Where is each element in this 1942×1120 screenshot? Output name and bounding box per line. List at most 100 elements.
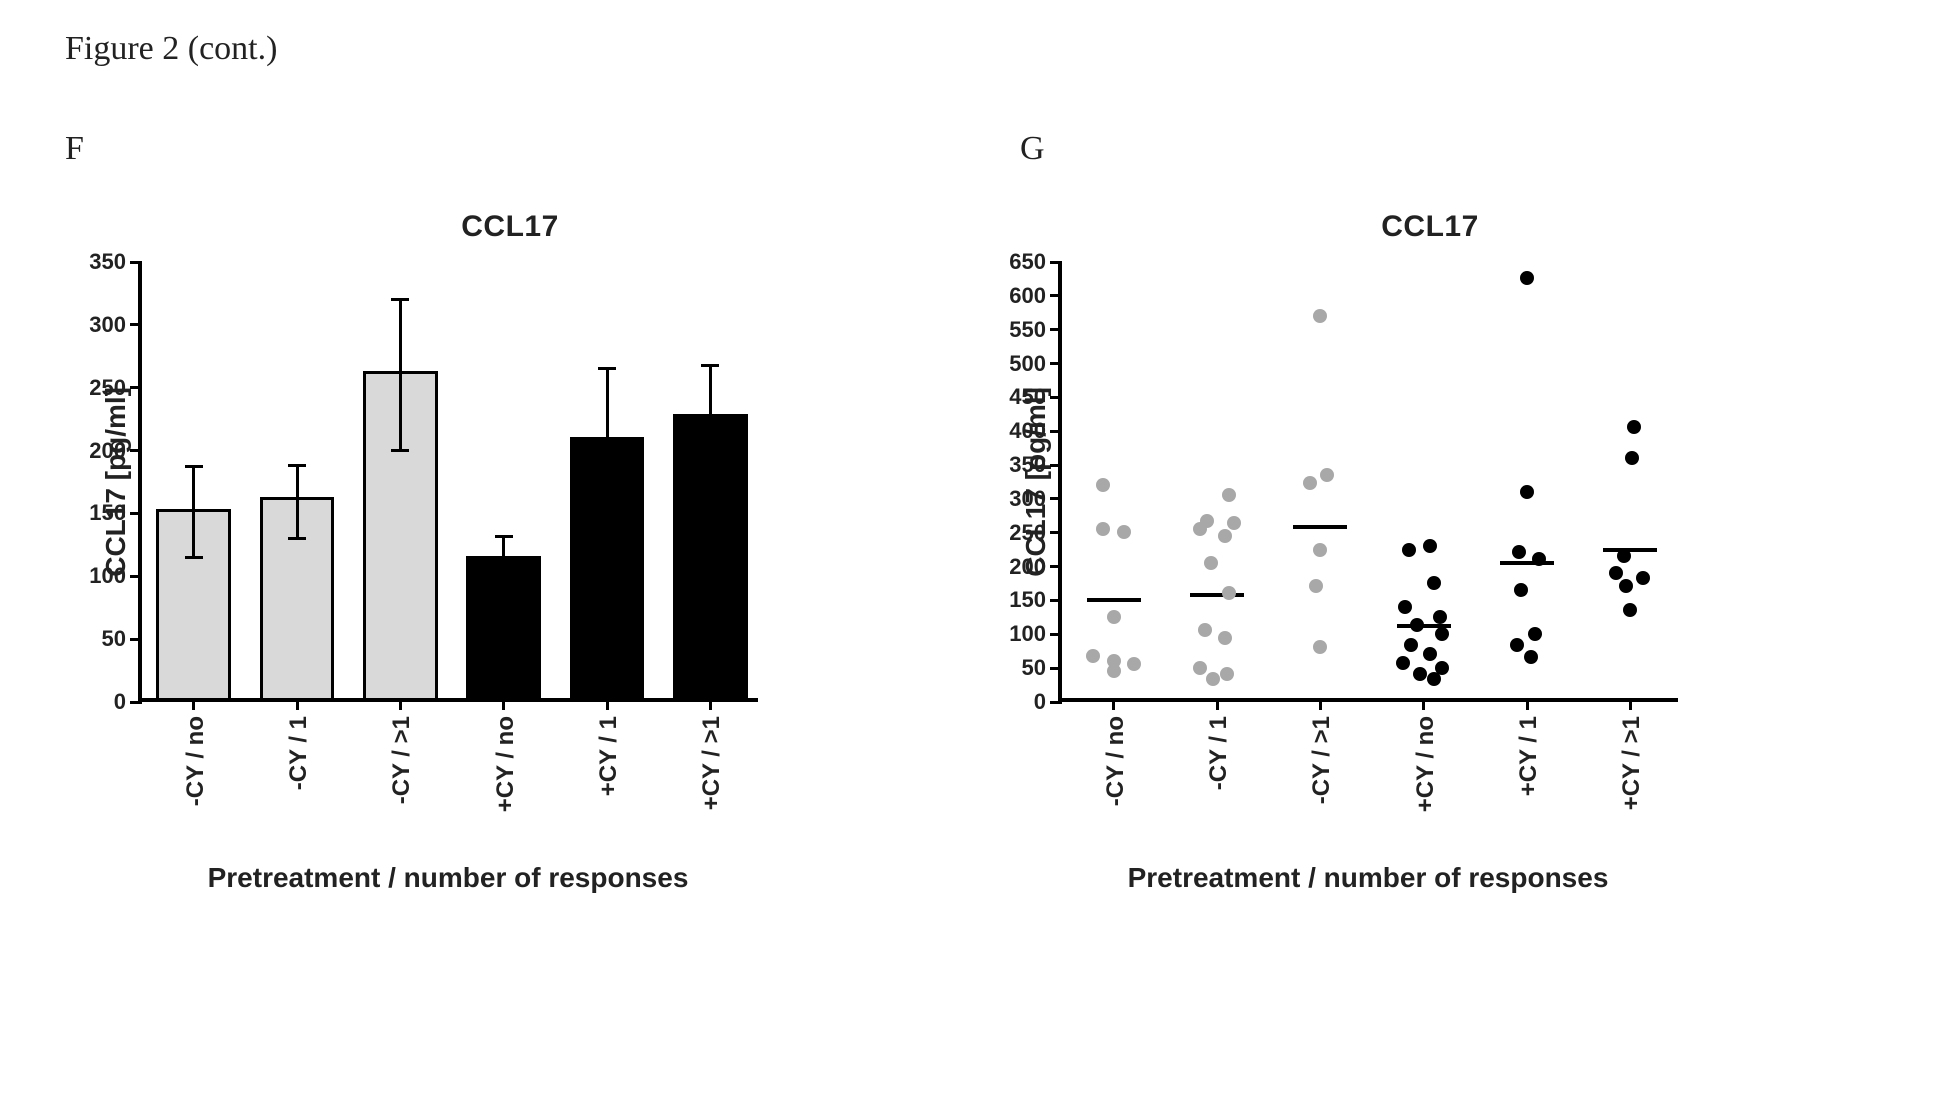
data-point — [1193, 661, 1207, 675]
data-point — [1528, 627, 1542, 641]
ytick — [1050, 328, 1062, 331]
chart-G-xlabel: Pretreatment / number of responses — [1058, 862, 1678, 894]
data-point — [1402, 543, 1416, 557]
xtick — [1216, 698, 1219, 710]
data-point — [1427, 576, 1441, 590]
ytick-label: 500 — [986, 351, 1046, 377]
data-point — [1623, 603, 1637, 617]
data-point — [1303, 476, 1317, 490]
ytick-label: 650 — [986, 249, 1046, 275]
xtick — [192, 698, 195, 710]
error-cap — [288, 464, 306, 467]
chart-F-plot: 050100150200250300350-CY / no-CY / 1-CY … — [138, 262, 758, 702]
xtick-label-wrap: +CY / >1 — [1618, 716, 1646, 810]
ytick — [1050, 565, 1062, 568]
ytick-label: 300 — [986, 486, 1046, 512]
error-cap — [495, 581, 513, 584]
bar — [673, 414, 747, 698]
error-bar — [606, 369, 609, 441]
panel-letter-G: G — [1020, 130, 1045, 168]
data-point — [1520, 485, 1534, 499]
ytick — [130, 575, 142, 578]
data-point — [1396, 656, 1410, 670]
data-point — [1222, 488, 1236, 502]
ytick-label: 100 — [986, 621, 1046, 647]
error-cap — [391, 449, 409, 452]
figure-caption: Figure 2 (cont.) — [65, 30, 277, 68]
ytick — [130, 386, 142, 389]
data-point — [1510, 638, 1524, 652]
data-point — [1423, 647, 1437, 661]
mean-line — [1603, 548, 1657, 552]
ytick-label: 400 — [986, 418, 1046, 444]
xtick-label: -CY / >1 — [1308, 716, 1336, 804]
ytick — [130, 449, 142, 452]
ytick — [130, 512, 142, 515]
ytick-label: 450 — [986, 384, 1046, 410]
ytick-label: 600 — [986, 283, 1046, 309]
ytick — [1050, 430, 1062, 433]
error-cap — [391, 298, 409, 301]
xtick-label: -CY / 1 — [285, 716, 313, 790]
data-point — [1206, 672, 1220, 686]
ytick-label: 350 — [66, 249, 126, 275]
xtick-label-wrap: +CY / 1 — [595, 716, 623, 796]
data-point — [1220, 667, 1234, 681]
ytick — [1050, 261, 1062, 264]
xtick-label: -CY / no — [1102, 716, 1130, 806]
xtick-label: +CY / 1 — [595, 716, 623, 796]
error-cap — [288, 537, 306, 540]
data-point — [1423, 539, 1437, 553]
ytick-label: 50 — [66, 626, 126, 652]
xtick-label-wrap: -CY / >1 — [1308, 716, 1336, 804]
data-point — [1107, 610, 1121, 624]
data-point — [1204, 556, 1218, 570]
data-point — [1512, 545, 1526, 559]
xtick-label: +CY / 1 — [1515, 716, 1543, 796]
data-point — [1636, 571, 1650, 585]
ytick-label: 50 — [986, 655, 1046, 681]
chart-G: CCL17 CCL17 [pg/ml] 05010015020025030035… — [1020, 210, 1840, 1030]
chart-G-plot: 050100150200250300350400450500550600650-… — [1058, 262, 1678, 702]
error-cap — [495, 535, 513, 538]
data-point — [1625, 451, 1639, 465]
xtick — [296, 698, 299, 710]
data-point — [1524, 650, 1538, 664]
ytick-label: 150 — [66, 500, 126, 526]
data-point — [1313, 543, 1327, 557]
data-point — [1398, 600, 1412, 614]
xtick — [502, 698, 505, 710]
data-point — [1617, 549, 1631, 563]
ytick — [1050, 667, 1062, 670]
xtick — [709, 698, 712, 710]
xtick — [1319, 698, 1322, 710]
bar — [570, 437, 644, 698]
data-point — [1413, 667, 1427, 681]
ytick-label: 0 — [66, 689, 126, 715]
ytick — [1050, 531, 1062, 534]
data-point — [1222, 586, 1236, 600]
mean-line — [1087, 598, 1141, 602]
ytick-label: 0 — [986, 689, 1046, 715]
data-point — [1433, 610, 1447, 624]
data-point — [1117, 525, 1131, 539]
data-point — [1086, 649, 1100, 663]
data-point — [1227, 516, 1241, 530]
xtick-label: -CY / no — [182, 716, 210, 806]
error-bar — [709, 365, 712, 418]
xtick-label-wrap: +CY / no — [1412, 716, 1440, 812]
data-point — [1410, 618, 1424, 632]
error-bar — [192, 467, 195, 558]
xtick-label-wrap: -CY / no — [1102, 716, 1130, 806]
data-point — [1313, 309, 1327, 323]
ytick-label: 200 — [66, 438, 126, 464]
ytick — [1050, 362, 1062, 365]
ytick-label: 350 — [986, 452, 1046, 478]
data-point — [1218, 631, 1232, 645]
data-point — [1107, 664, 1121, 678]
data-point — [1404, 638, 1418, 652]
panel-letter-F: F — [65, 130, 84, 168]
data-point — [1520, 271, 1534, 285]
ytick-label: 150 — [986, 587, 1046, 613]
error-cap — [185, 465, 203, 468]
